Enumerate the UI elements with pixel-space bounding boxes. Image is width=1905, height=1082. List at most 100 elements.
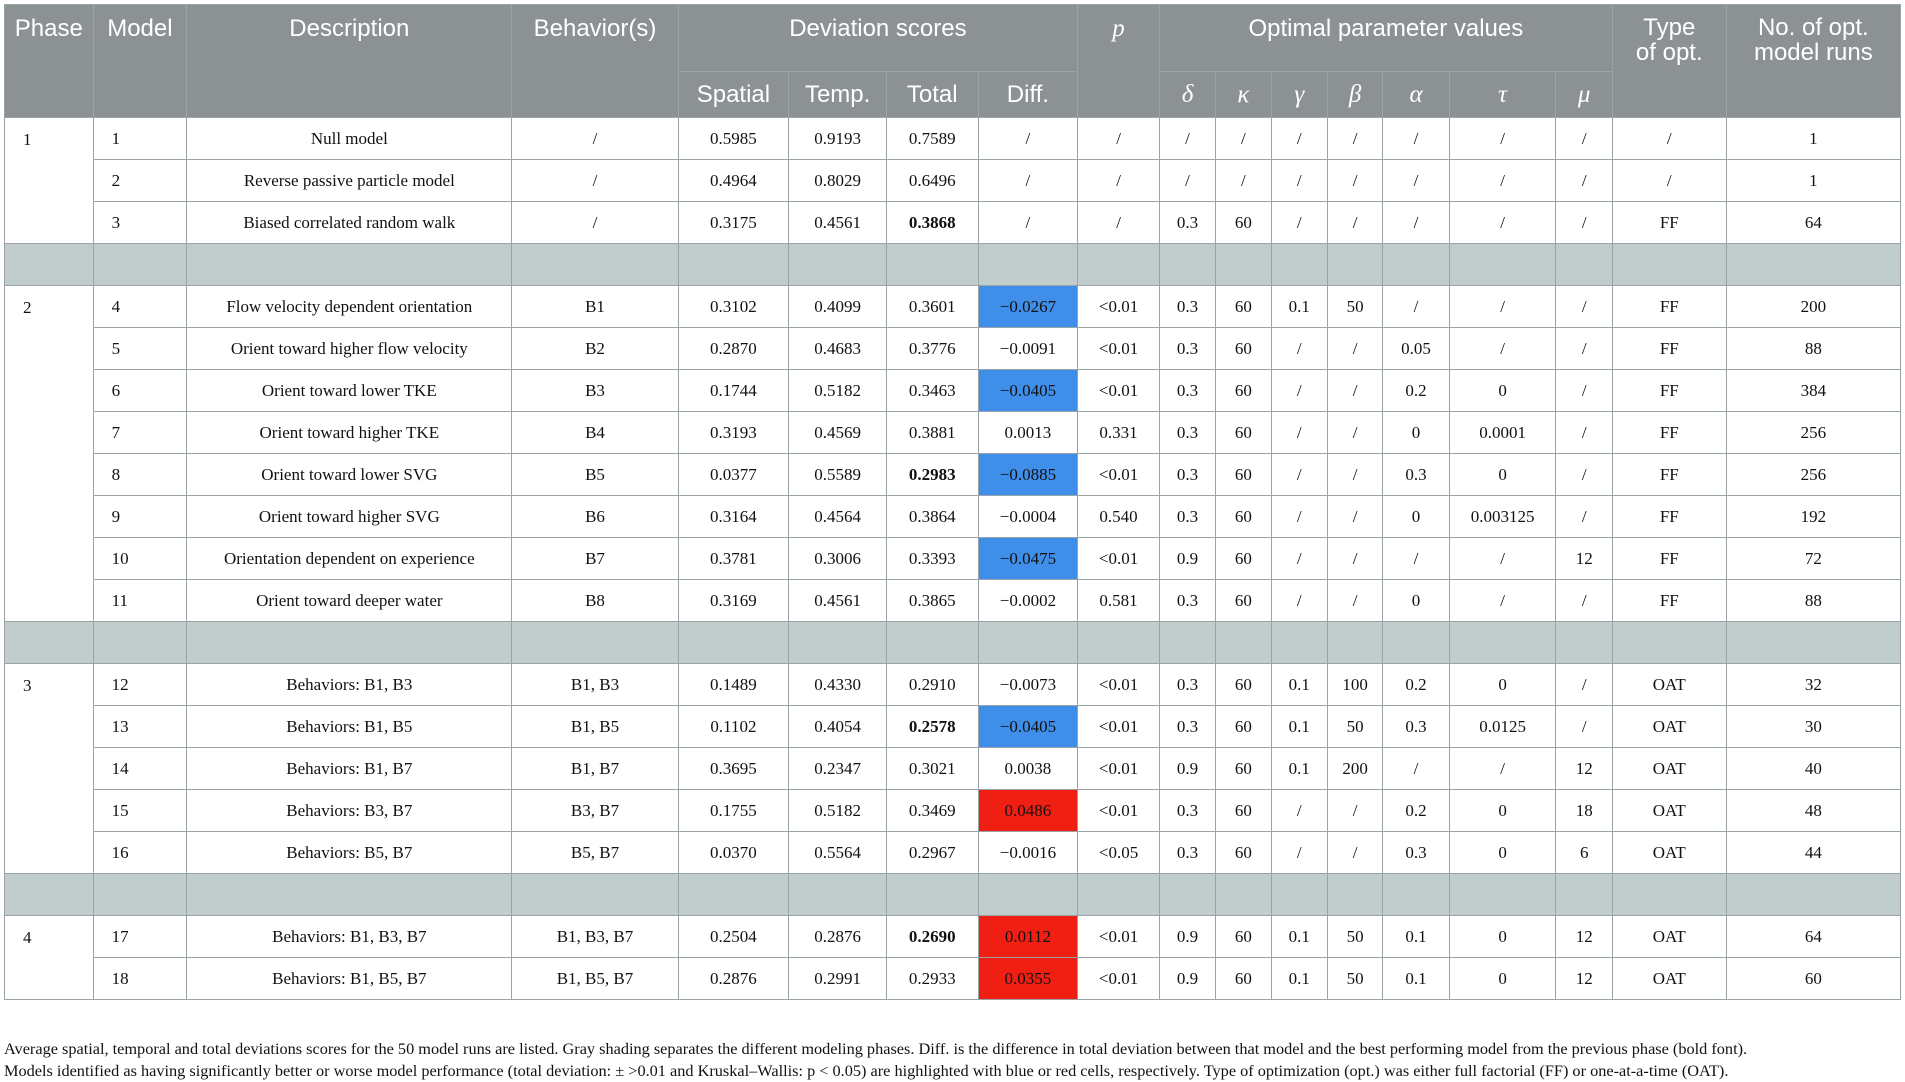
cell-alpha: 0.3 bbox=[1382, 453, 1450, 496]
cell-mu: 12 bbox=[1555, 747, 1613, 790]
cell-mu: / bbox=[1555, 159, 1613, 202]
cell-diff: 0.0355 bbox=[977, 957, 1079, 1000]
cell-p: <0.01 bbox=[1077, 957, 1160, 1000]
header-diff: Diff. bbox=[977, 71, 1079, 118]
cell-spatial: 0.3175 bbox=[677, 201, 790, 244]
table-row: 16 Behaviors: B5, B7 B5, B7 0.0370 0.5564 0.2… bbox=[5, 831, 1902, 874]
cell-total: 0.2983 bbox=[885, 453, 979, 496]
cell-behaviors: B4 bbox=[511, 411, 679, 454]
cell-description: Orient toward higher flow velocity bbox=[186, 327, 513, 370]
table-row: 9 Orient toward higher SVG B6 0.3164 0.4564 0… bbox=[5, 495, 1902, 538]
cell-kappa: 60 bbox=[1215, 663, 1272, 706]
cell-total: 0.3864 bbox=[885, 495, 979, 538]
cell-diff: −0.0267 bbox=[977, 285, 1079, 328]
separator-cell bbox=[1555, 873, 1613, 916]
cell-mu: / bbox=[1555, 579, 1613, 622]
footnote-line-2: Models identified as having significantl… bbox=[4, 1061, 1729, 1080]
footnote-line-1: Average spatial, temporal and total devi… bbox=[4, 1039, 1748, 1058]
table-row: 13 Behaviors: B1, B5 B1, B5 0.1102 0.4054 0.2… bbox=[5, 705, 1902, 748]
cell-behaviors: / bbox=[511, 201, 679, 244]
separator-cell bbox=[1158, 873, 1217, 916]
cell-delta: 0.9 bbox=[1158, 957, 1217, 1000]
separator-cell bbox=[1448, 621, 1557, 664]
cell-alpha: 0.3 bbox=[1382, 705, 1450, 748]
cell-total: 0.3463 bbox=[885, 369, 979, 412]
cell-p: <0.01 bbox=[1077, 453, 1160, 496]
cell-delta: 0.3 bbox=[1158, 789, 1217, 832]
cell-spatial: 0.1744 bbox=[677, 369, 790, 412]
cell-description: Orient toward lower TKE bbox=[186, 369, 513, 412]
cell-mu: / bbox=[1555, 369, 1613, 412]
cell-total: 0.7589 bbox=[885, 117, 979, 160]
cell-behaviors: B5, B7 bbox=[511, 831, 679, 874]
cell-mu: 12 bbox=[1555, 537, 1613, 580]
separator-cell bbox=[885, 873, 979, 916]
cell-behaviors: B1 bbox=[511, 285, 679, 328]
cell-spatial: 0.2870 bbox=[677, 327, 790, 370]
cell-total: 0.3021 bbox=[885, 747, 979, 790]
separator-cell bbox=[1326, 243, 1384, 286]
cell-kappa: 60 bbox=[1215, 285, 1272, 328]
cell-behaviors: B2 bbox=[511, 327, 679, 370]
cell-description: Biased correlated random walk bbox=[186, 201, 513, 244]
cell-total: 0.3469 bbox=[885, 789, 979, 832]
cell-model: 2 bbox=[92, 159, 188, 202]
cell-spatial: 0.3164 bbox=[677, 495, 790, 538]
cell-tau: 0.0001 bbox=[1448, 411, 1557, 454]
table-row: 3 Biased correlated random walk/0.3175 0.4… bbox=[5, 201, 1902, 244]
cell-temp: 0.4569 bbox=[788, 411, 887, 454]
cell-diff: −0.0004 bbox=[977, 495, 1079, 538]
cell-tau: 0 bbox=[1448, 957, 1557, 1000]
table-footnote: Average spatial, temporal and total devi… bbox=[4, 1038, 1901, 1082]
cell-behaviors: B1, B7 bbox=[511, 747, 679, 790]
table-body: 1 1 Null model/0.5985 0.9193 0.7589// / / / / / / /… bbox=[4, 117, 1902, 1000]
cell-tau: / bbox=[1448, 117, 1557, 160]
cell-beta: / bbox=[1326, 789, 1384, 832]
cell-model: 17 bbox=[92, 915, 188, 958]
cell-type: FF bbox=[1611, 201, 1727, 244]
cell-tau: / bbox=[1448, 747, 1557, 790]
cell-delta: 0.3 bbox=[1158, 453, 1217, 496]
cell-tau: 0.0125 bbox=[1448, 705, 1557, 748]
cell-p: / bbox=[1077, 201, 1160, 244]
separator-cell bbox=[977, 621, 1079, 664]
cell-diff: −0.0073 bbox=[977, 663, 1079, 706]
cell-description: Behaviors: B3, B7 bbox=[186, 789, 513, 832]
cell-gamma: 0.1 bbox=[1270, 915, 1328, 958]
cell-beta: / bbox=[1326, 579, 1384, 622]
cell-mu: / bbox=[1555, 201, 1613, 244]
separator-cell bbox=[1077, 243, 1160, 286]
cell-kappa: / bbox=[1215, 159, 1272, 202]
cell-mu: / bbox=[1555, 285, 1613, 328]
header-param-mu: μ bbox=[1555, 71, 1613, 118]
cell-runs: 44 bbox=[1725, 831, 1902, 874]
header-param-tau: τ bbox=[1448, 71, 1557, 118]
separator-cell bbox=[186, 873, 513, 916]
cell-spatial: 0.0377 bbox=[677, 453, 790, 496]
cell-gamma: / bbox=[1270, 453, 1328, 496]
cell-runs: 1 bbox=[1725, 159, 1902, 202]
cell-type: OAT bbox=[1611, 747, 1727, 790]
cell-tau: / bbox=[1448, 159, 1557, 202]
cell-model: 6 bbox=[92, 369, 188, 412]
cell-kappa: 60 bbox=[1215, 705, 1272, 748]
separator-cell bbox=[677, 873, 790, 916]
cell-temp: 0.5564 bbox=[788, 831, 887, 874]
cell-total: 0.3393 bbox=[885, 537, 979, 580]
cell-runs: 64 bbox=[1725, 201, 1902, 244]
cell-p: 0.540 bbox=[1077, 495, 1160, 538]
cell-total: 0.3601 bbox=[885, 285, 979, 328]
separator-cell bbox=[977, 873, 1079, 916]
cell-model: 9 bbox=[92, 495, 188, 538]
cell-gamma: 0.1 bbox=[1270, 957, 1328, 1000]
cell-runs: 60 bbox=[1725, 957, 1902, 1000]
header-behaviors: Behavior(s) bbox=[511, 4, 679, 118]
cell-kappa: 60 bbox=[1215, 747, 1272, 790]
cell-alpha: 0.05 bbox=[1382, 327, 1450, 370]
cell-temp: 0.8029 bbox=[788, 159, 887, 202]
cell-tau: 0 bbox=[1448, 369, 1557, 412]
cell-temp: 0.5182 bbox=[788, 369, 887, 412]
cell-model: 1 bbox=[92, 117, 188, 160]
cell-p: / bbox=[1077, 117, 1160, 160]
header-model: Model bbox=[92, 4, 188, 118]
